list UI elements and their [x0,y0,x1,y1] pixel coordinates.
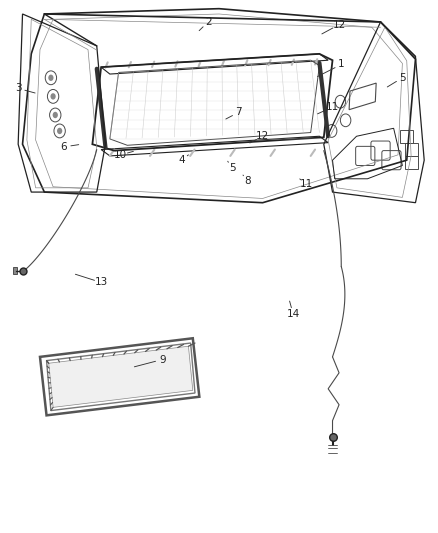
Circle shape [48,75,53,81]
Text: 5: 5 [229,163,235,173]
Bar [13,267,17,274]
Polygon shape [49,346,193,407]
Bar [400,130,413,143]
Circle shape [50,93,56,100]
Text: 14: 14 [286,309,300,319]
Text: 13: 13 [95,278,108,287]
Text: 11: 11 [326,102,339,112]
Text: 12: 12 [332,20,346,30]
Circle shape [57,128,62,134]
Circle shape [53,112,58,118]
Text: 7: 7 [235,107,242,117]
Text: 1: 1 [338,60,345,69]
Text: 8: 8 [244,176,251,187]
Text: 10: 10 [114,150,127,160]
Text: 11: 11 [300,179,313,189]
Text: 5: 5 [399,73,406,83]
Bar [405,157,418,169]
Text: 9: 9 [159,354,166,365]
Bar [405,143,418,156]
Text: 4: 4 [179,155,185,165]
Text: 2: 2 [205,17,212,27]
Text: 3: 3 [15,83,21,93]
Text: 12: 12 [256,131,269,141]
Text: 6: 6 [61,142,67,152]
